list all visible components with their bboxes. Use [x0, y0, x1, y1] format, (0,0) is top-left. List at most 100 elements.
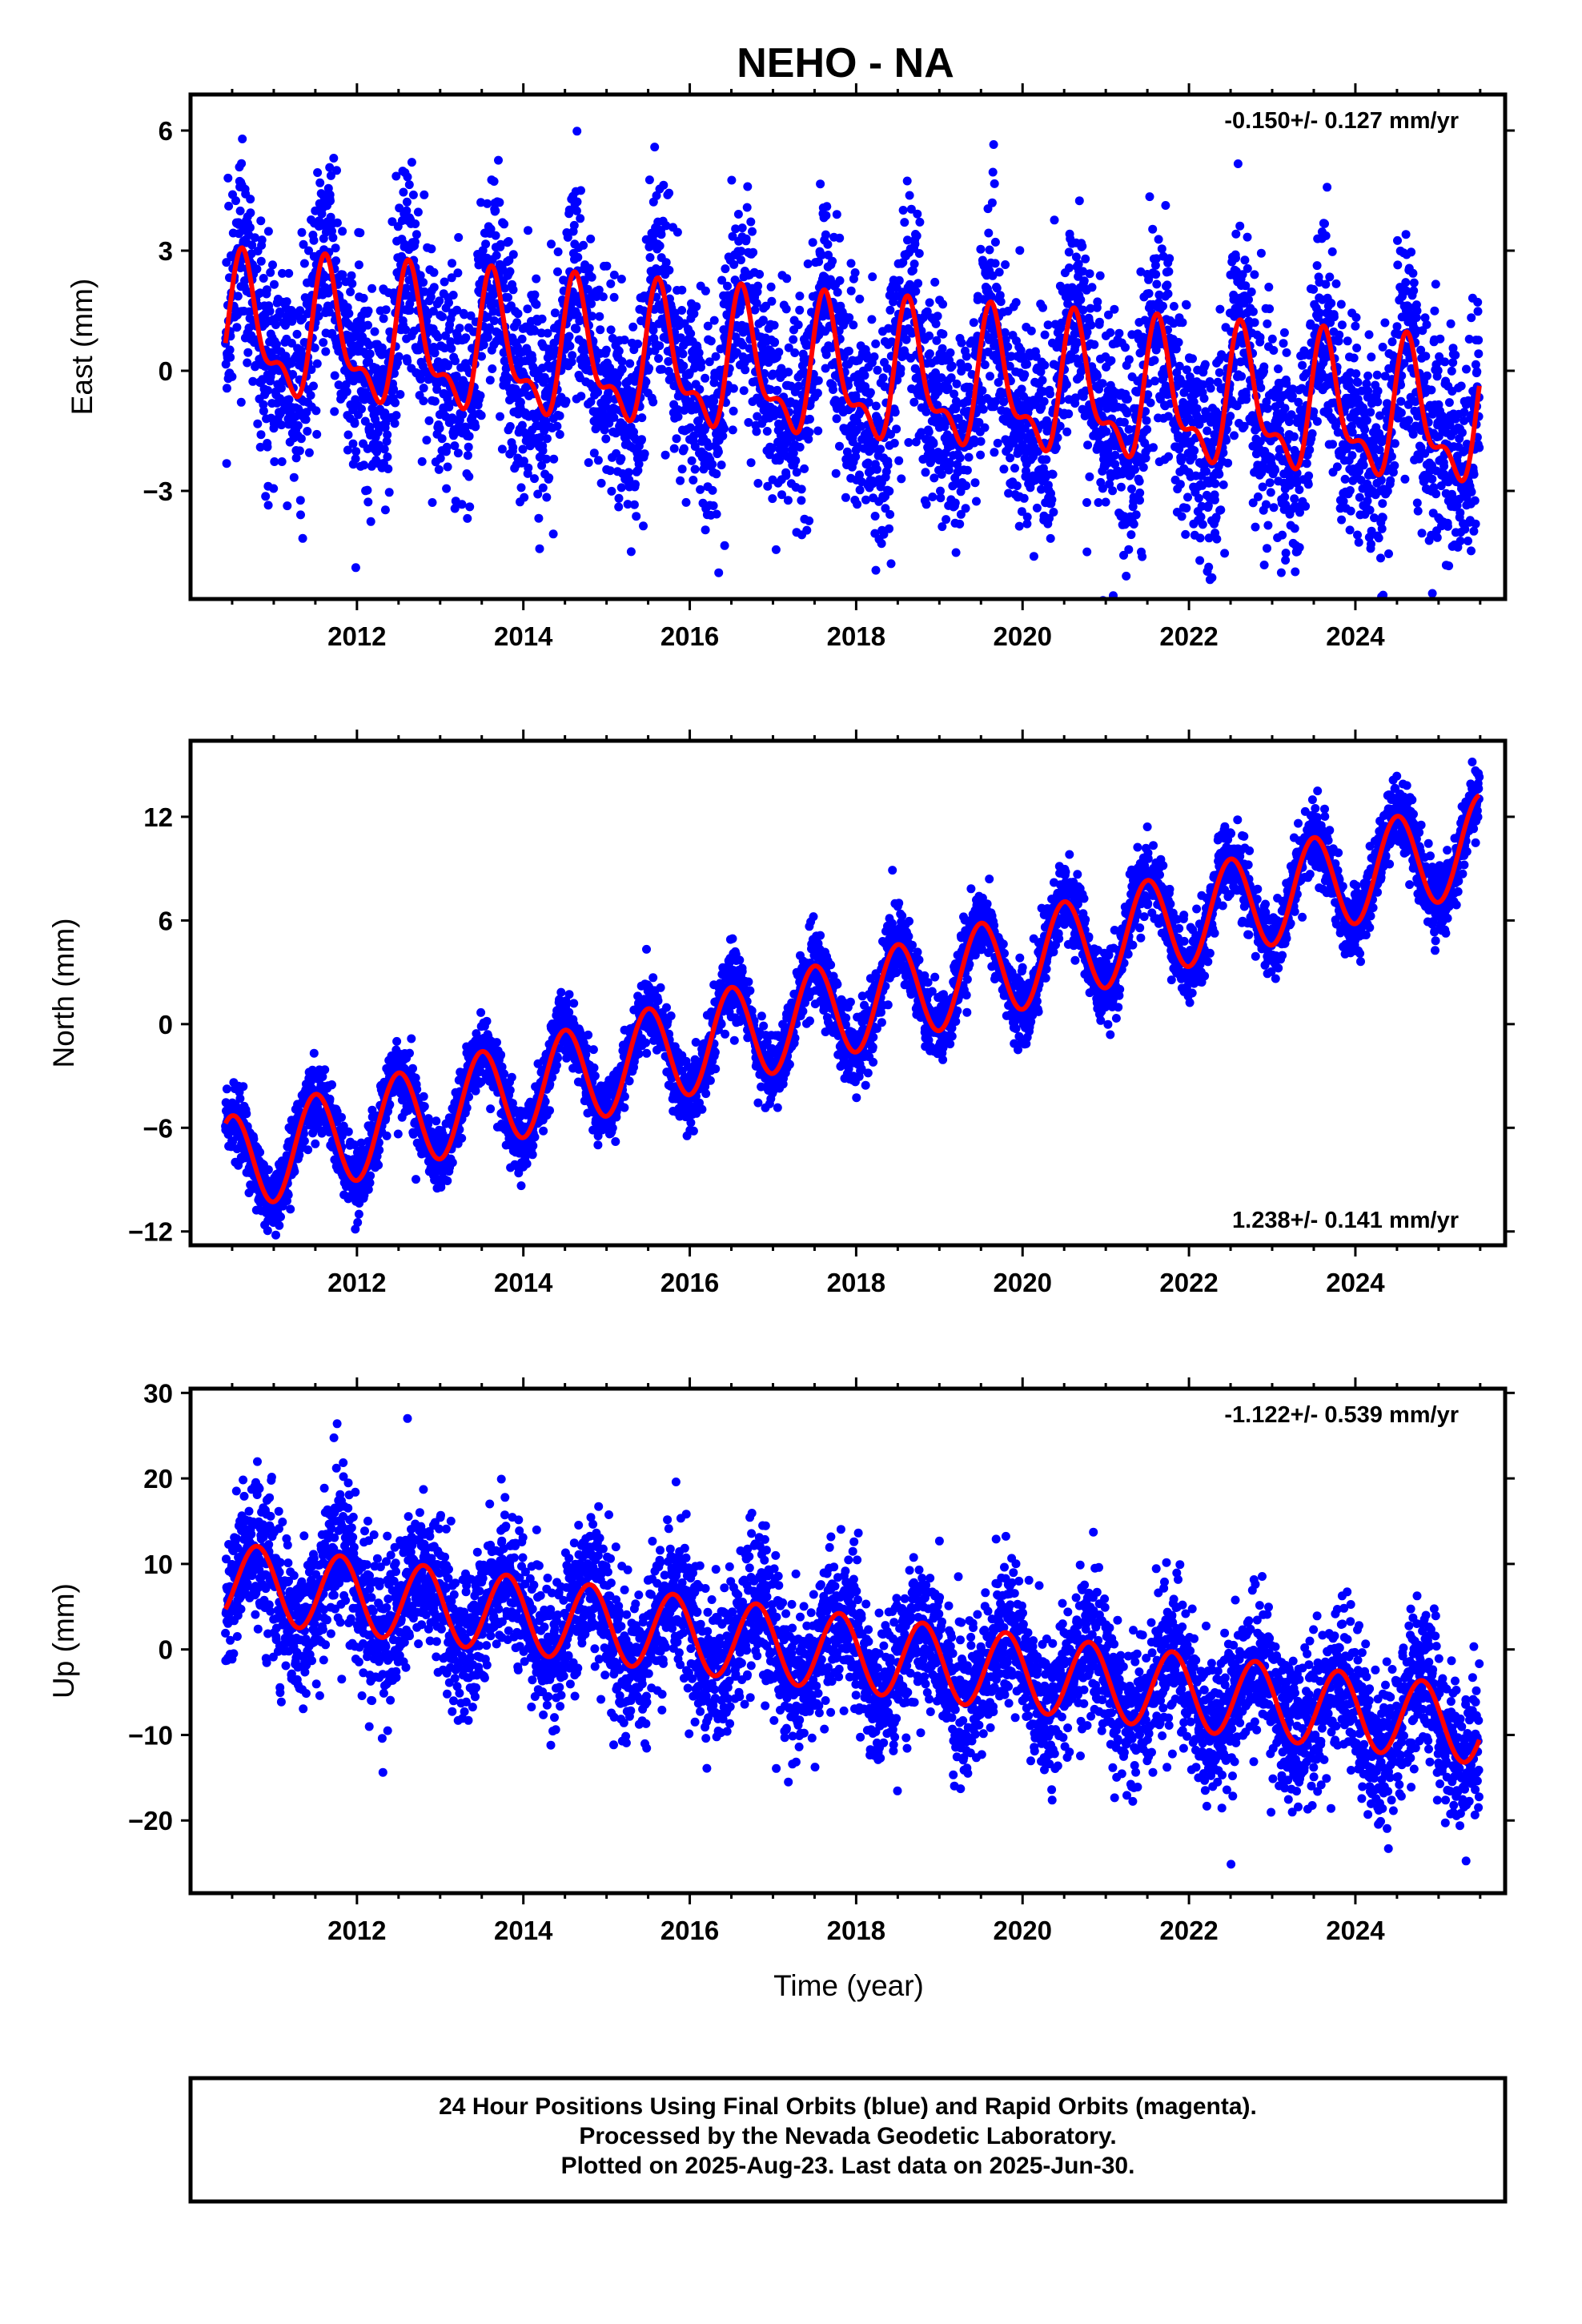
data-point	[800, 464, 809, 473]
data-point	[1003, 342, 1013, 352]
data-point	[644, 364, 654, 373]
data-point	[489, 316, 499, 325]
data-point	[1346, 506, 1355, 516]
data-point	[1362, 416, 1371, 425]
data-point	[1014, 521, 1024, 531]
data-point	[250, 233, 259, 243]
data-point	[500, 219, 509, 229]
data-point	[790, 348, 800, 357]
data-point	[405, 299, 415, 308]
data-point	[909, 259, 919, 269]
data-point	[390, 419, 400, 428]
data-point	[766, 282, 776, 292]
data-point	[708, 485, 717, 495]
data-point	[1251, 522, 1260, 532]
data-point	[463, 513, 472, 523]
data-point	[1135, 489, 1145, 497]
data-point	[1182, 300, 1191, 310]
data-point	[508, 443, 518, 452]
data-point	[1142, 416, 1151, 425]
data-point	[464, 442, 473, 452]
data-point	[962, 465, 972, 475]
data-point	[538, 483, 548, 493]
data-point	[774, 348, 784, 357]
data-point	[762, 427, 772, 436]
data-point	[516, 483, 526, 493]
data-point	[951, 548, 961, 557]
data-point	[1373, 397, 1383, 407]
data-point	[976, 244, 986, 254]
data-point	[808, 238, 817, 247]
data-point	[805, 516, 814, 525]
data-point	[1216, 505, 1226, 515]
data-point	[278, 268, 287, 278]
data-point	[1265, 304, 1275, 314]
data-point	[311, 406, 321, 416]
data-point	[508, 250, 518, 259]
data-point	[248, 376, 258, 386]
data-point	[637, 413, 647, 423]
data-point	[370, 327, 379, 336]
data-point	[298, 533, 307, 543]
data-point	[537, 314, 547, 324]
data-point	[1040, 360, 1050, 370]
data-point	[1161, 201, 1170, 210]
data-point	[1211, 479, 1220, 489]
data-point	[739, 386, 749, 396]
data-point	[1038, 376, 1047, 385]
data-point	[741, 234, 751, 243]
data-point	[1259, 561, 1269, 569]
data-point	[1301, 501, 1311, 511]
data-point	[749, 247, 758, 257]
data-point	[488, 364, 497, 373]
data-point	[508, 285, 518, 295]
data-point	[316, 221, 326, 231]
data-point	[549, 454, 559, 464]
data-point	[828, 256, 837, 266]
data-point	[832, 414, 841, 424]
data-point	[1243, 263, 1252, 273]
data-point	[1078, 242, 1087, 251]
data-point	[729, 384, 738, 393]
data-point	[1150, 376, 1159, 386]
data-point	[628, 322, 638, 332]
data-point	[835, 275, 845, 285]
data-point	[925, 349, 934, 359]
data-point	[428, 307, 438, 316]
data-point	[626, 547, 636, 557]
data-point	[601, 345, 611, 355]
data-point	[383, 452, 392, 461]
data-point	[980, 360, 990, 369]
data-point	[654, 354, 663, 364]
data-point	[1417, 529, 1427, 538]
data-point	[466, 311, 476, 320]
data-point	[1309, 284, 1319, 294]
data-point	[616, 275, 626, 283]
data-point	[363, 306, 373, 316]
data-point	[1408, 429, 1418, 439]
data-point	[1386, 476, 1395, 485]
data-point	[1298, 360, 1307, 370]
data-point	[315, 178, 325, 187]
data-point	[1065, 263, 1074, 272]
data-point	[990, 259, 1000, 268]
data-point	[1431, 279, 1440, 289]
data-point	[1327, 247, 1337, 256]
data-point	[894, 456, 904, 465]
data-point	[430, 348, 440, 358]
data-point	[259, 400, 268, 409]
data-point	[413, 207, 423, 217]
data-point	[955, 519, 965, 529]
data-point	[868, 272, 877, 282]
data-point	[346, 287, 355, 296]
data-point	[485, 376, 495, 385]
data-point	[359, 293, 368, 303]
data-point	[784, 368, 793, 377]
data-point	[1390, 439, 1399, 448]
data-point	[929, 439, 938, 448]
data-point	[793, 320, 803, 330]
data-point	[1162, 280, 1172, 290]
data-point	[805, 414, 814, 424]
data-point	[268, 260, 277, 270]
data-point	[363, 485, 372, 495]
